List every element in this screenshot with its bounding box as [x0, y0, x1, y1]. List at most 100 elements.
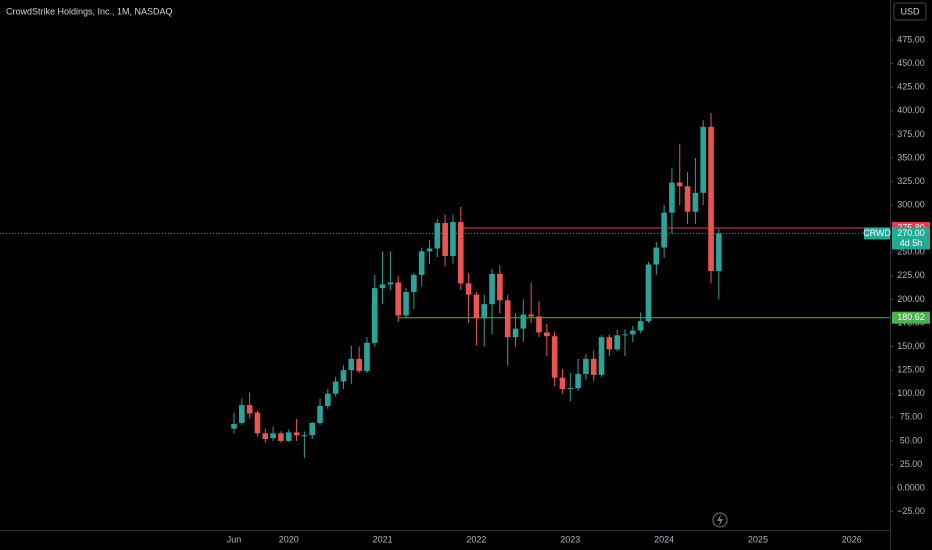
candle-body: [301, 435, 308, 437]
candle-body: [442, 223, 448, 257]
candle-body: [669, 182, 675, 213]
candle-body: [575, 373, 581, 389]
y-tick-label: 475.00: [897, 34, 925, 44]
candle-body: [262, 433, 269, 439]
x-tick-label: 2022: [466, 534, 486, 544]
y-tick-label: 225.00: [897, 270, 925, 280]
x-tick-label: 2020: [279, 534, 299, 544]
y-tick-label: 300.00: [897, 199, 925, 209]
candle-body: [622, 334, 628, 336]
candle-body: [309, 422, 315, 436]
replay-icon[interactable]: [712, 512, 728, 528]
x-tick-label: 2025: [748, 534, 768, 544]
candle-body: [473, 294, 480, 319]
candle-body: [504, 300, 511, 338]
y-tick-label: 375.00: [897, 129, 925, 139]
candle-body: [528, 314, 534, 317]
candle-body: [325, 393, 331, 406]
candle-body: [457, 222, 464, 284]
candle-body: [606, 337, 613, 350]
candle-body: [567, 388, 574, 390]
candle-body: [418, 251, 425, 275]
candle-body: [481, 304, 488, 319]
symbol-label: CRWD: [863, 228, 891, 238]
candle-body: [254, 412, 261, 434]
candle-body: [590, 358, 597, 375]
countdown-label: 4d 5h: [900, 238, 923, 248]
candle-body: [700, 126, 706, 193]
candle-body: [559, 377, 566, 390]
y-tick-label: 400.00: [897, 105, 925, 115]
y-tick-label: 200.00: [897, 294, 925, 304]
candle-body: [614, 335, 620, 350]
candle-body: [426, 248, 433, 252]
candle-body: [544, 332, 550, 337]
y-tick-label: 75.00: [900, 412, 923, 422]
currency-box[interactable]: [893, 2, 927, 21]
x-tick-label: 2026: [842, 534, 862, 544]
candle-body: [645, 264, 652, 322]
currency[interactable]: USD: [900, 6, 920, 16]
candle-body: [285, 432, 292, 441]
candle-body: [708, 126, 714, 272]
x-tick-label: Jun: [227, 534, 242, 544]
candle-body: [332, 381, 339, 394]
candle-body: [278, 433, 284, 441]
candle-body: [371, 288, 378, 343]
symbol-badge: [864, 227, 890, 240]
candle-body: [653, 247, 660, 265]
candle-body: [411, 274, 417, 292]
last-price-label: 270.00: [897, 228, 925, 238]
candle-body: [637, 321, 644, 331]
candle-body: [231, 423, 237, 429]
candle-body: [364, 342, 370, 372]
candle-body: [520, 314, 527, 329]
y-tick-label: 125.00: [897, 365, 925, 375]
y-tick-label: 325.00: [897, 176, 925, 186]
candle-body: [317, 405, 323, 423]
candle-body: [716, 233, 722, 272]
candle-body: [293, 432, 300, 436]
candle-body: [356, 358, 362, 372]
candle-body: [489, 273, 495, 305]
candle-body: [450, 222, 456, 257]
last-price-badge: [892, 227, 930, 250]
y-tick-label: 250.00: [897, 247, 925, 257]
y-tick-label: 50.00: [900, 435, 923, 445]
y-tick-label: 425.00: [897, 82, 925, 92]
candle-body: [551, 336, 558, 378]
candle-body: [583, 358, 589, 374]
price-line-label: 180.62: [897, 312, 925, 322]
candle-body: [536, 316, 542, 333]
candle-body: [465, 283, 472, 295]
candle-body: [403, 291, 409, 316]
candle-body: [598, 337, 605, 375]
x-tick-label: 2023: [560, 534, 580, 544]
candle-body: [246, 405, 253, 414]
candle-body: [395, 282, 402, 316]
y-tick-label: 25.00: [900, 459, 923, 469]
y-tick-label: 350.00: [897, 152, 925, 162]
candle-body: [387, 282, 394, 285]
price-line-label: 275.80: [897, 222, 925, 232]
y-tick-label: 100.00: [897, 388, 925, 398]
candle-body: [239, 405, 245, 423]
candle-body: [684, 186, 691, 212]
y-tick-label: 0.0000: [897, 482, 925, 492]
candle-body: [434, 223, 441, 249]
x-tick-label: 2021: [373, 534, 393, 544]
x-tick-label: 2024: [654, 534, 674, 544]
candle-body: [348, 358, 355, 371]
candle-body: [270, 433, 276, 439]
candle-body: [692, 192, 699, 212]
y-tick-label: 450.00: [897, 58, 925, 68]
candle-body: [340, 370, 347, 382]
candle-body: [630, 330, 636, 335]
y-tick-label: 150.00: [897, 341, 925, 351]
price-line-badge: [892, 311, 930, 324]
y-tick-label: −25.00: [897, 506, 925, 516]
candle-body: [512, 328, 519, 338]
candle-body: [676, 182, 683, 187]
